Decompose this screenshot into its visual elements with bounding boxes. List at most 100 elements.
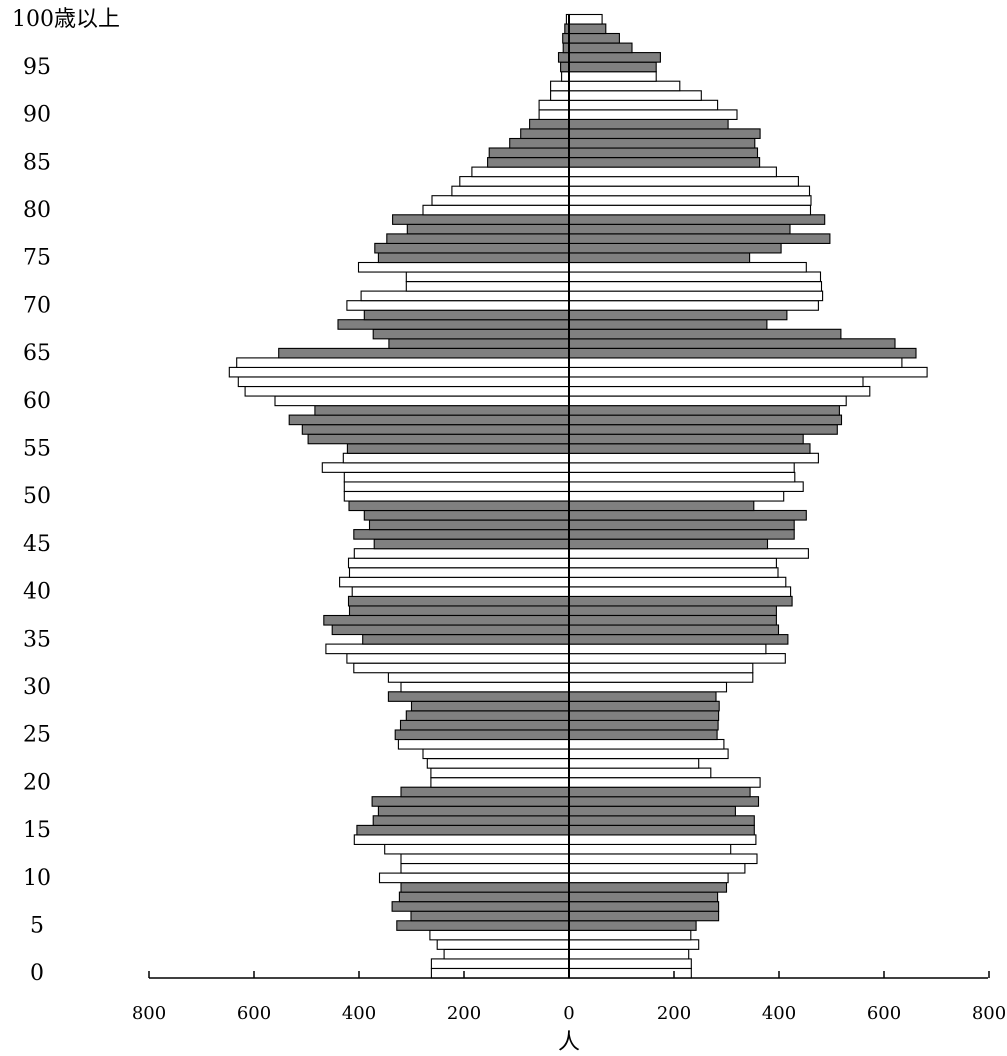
bar-left-age-67 bbox=[372, 328, 570, 340]
y-tick-label-5: 5 bbox=[30, 914, 44, 939]
bar-right-age-63 bbox=[568, 366, 928, 378]
bar-left-age-42 bbox=[348, 567, 570, 578]
bar-right-age-13 bbox=[568, 843, 732, 855]
x-tick-label-1: 600 bbox=[237, 1003, 271, 1024]
bar-left-age-49 bbox=[348, 500, 570, 512]
bar-left-age-71 bbox=[360, 290, 570, 302]
bar-left-age-21 bbox=[430, 767, 570, 779]
bar-right-age-15 bbox=[568, 824, 755, 836]
bar-right-age-70 bbox=[568, 300, 819, 311]
bar-left-age-78 bbox=[406, 223, 570, 235]
bar-left-age-32 bbox=[353, 662, 570, 674]
bar-left-age-9 bbox=[400, 882, 570, 893]
bar-left-age-38 bbox=[348, 605, 570, 616]
y-tick-label-95: 95 bbox=[23, 55, 51, 80]
bar-right-age-49 bbox=[568, 500, 755, 512]
bar-left-age-43 bbox=[347, 557, 570, 569]
bar-right-age-58 bbox=[568, 414, 843, 426]
bar-left-age-85 bbox=[487, 157, 570, 168]
bar-left-age-19 bbox=[400, 786, 570, 798]
bar-right-age-68 bbox=[568, 319, 768, 330]
bar-right-age-2 bbox=[568, 948, 690, 960]
x-tick-label-2: 400 bbox=[342, 1003, 376, 1024]
bar-left-age-61 bbox=[244, 385, 570, 397]
bar-right-age-31 bbox=[568, 672, 754, 683]
bar-right-age-27 bbox=[568, 710, 720, 721]
bar-left-age-53 bbox=[321, 462, 570, 473]
y-tick-label-30: 30 bbox=[23, 675, 51, 700]
bar-left-age-64 bbox=[236, 357, 570, 368]
bar-left-age-30 bbox=[400, 681, 570, 693]
bar-right-age-10 bbox=[568, 872, 729, 884]
bar-right-age-94 bbox=[568, 71, 657, 82]
bar-left-age-7 bbox=[391, 901, 570, 912]
bar-right-age-8 bbox=[568, 891, 719, 903]
y-tick-label-85: 85 bbox=[23, 150, 51, 175]
bar-right-age-32 bbox=[568, 662, 754, 674]
bar-left-age-11 bbox=[400, 862, 570, 874]
bar-right-age-20 bbox=[568, 777, 761, 788]
bar-left-age-66 bbox=[388, 338, 570, 349]
bar-left-age-6 bbox=[410, 910, 570, 922]
y-tick-label-75: 75 bbox=[23, 246, 51, 271]
x-tick-label-4: 0 bbox=[563, 1003, 574, 1024]
x-tick-label-8: 800 bbox=[972, 1003, 1006, 1024]
bar-right-age-11 bbox=[568, 862, 746, 874]
bar-left-age-48 bbox=[363, 509, 570, 521]
bar-right-age-57 bbox=[568, 424, 838, 435]
bar-left-age-12 bbox=[400, 853, 570, 865]
bar-left-age-26 bbox=[399, 719, 570, 731]
bar-right-age-43 bbox=[568, 557, 777, 569]
bar-left-age-57 bbox=[301, 424, 570, 435]
bar-right-age-46 bbox=[568, 529, 795, 540]
bar-left-age-95 bbox=[560, 61, 570, 73]
bar-right-age-66 bbox=[568, 338, 896, 349]
bar-left-age-72 bbox=[405, 281, 570, 292]
x-tick-label-3: 200 bbox=[447, 1003, 481, 1024]
bar-left-age-36 bbox=[331, 624, 570, 636]
bar-left-age-56 bbox=[307, 433, 570, 445]
bar-right-age-100 bbox=[568, 13, 603, 25]
bar-left-age-94 bbox=[561, 71, 570, 82]
bar-left-age-70 bbox=[346, 300, 570, 311]
bar-left-age-41 bbox=[339, 576, 570, 588]
bar-right-age-91 bbox=[568, 99, 719, 111]
bar-left-age-73 bbox=[405, 271, 570, 283]
bar-right-age-67 bbox=[568, 328, 842, 340]
bar-left-age-15 bbox=[356, 824, 570, 836]
bar-left-age-54 bbox=[342, 452, 570, 464]
bar-left-age-2 bbox=[443, 948, 570, 960]
y-tick-label-50: 50 bbox=[23, 484, 51, 509]
y-tick-label-90: 90 bbox=[23, 103, 51, 128]
bar-right-age-52 bbox=[568, 471, 796, 483]
bar-left-age-84 bbox=[471, 166, 570, 178]
bar-right-age-26 bbox=[568, 719, 719, 731]
bar-left-age-79 bbox=[392, 214, 570, 225]
bar-right-age-53 bbox=[568, 462, 795, 473]
bar-left-age-68 bbox=[337, 319, 570, 330]
bar-right-age-23 bbox=[568, 748, 729, 760]
bar-right-age-76 bbox=[568, 242, 782, 254]
bar-left-age-22 bbox=[426, 758, 570, 769]
bar-right-age-90 bbox=[568, 109, 738, 120]
bar-right-age-64 bbox=[568, 357, 903, 368]
bar-left-age-10 bbox=[378, 872, 570, 884]
bar-left-age-86 bbox=[488, 147, 570, 159]
bar-right-age-41 bbox=[568, 576, 787, 588]
bar-right-age-69 bbox=[568, 309, 788, 321]
bar-right-age-3 bbox=[568, 939, 700, 950]
bar-left-age-82 bbox=[451, 185, 570, 197]
y-tick-label-25: 25 bbox=[23, 723, 51, 748]
bar-right-age-80 bbox=[568, 204, 812, 216]
bar-right-age-33 bbox=[568, 653, 786, 664]
bar-right-age-54 bbox=[568, 452, 819, 464]
bar-left-age-58 bbox=[288, 414, 570, 426]
bar-right-age-86 bbox=[568, 147, 759, 159]
bar-right-age-21 bbox=[568, 767, 712, 779]
bar-right-age-36 bbox=[568, 624, 780, 636]
bar-right-age-60 bbox=[568, 395, 847, 407]
bar-left-age-23 bbox=[422, 748, 570, 760]
x-tick-label-0: 800 bbox=[132, 1003, 166, 1024]
bar-right-age-89 bbox=[568, 118, 729, 130]
